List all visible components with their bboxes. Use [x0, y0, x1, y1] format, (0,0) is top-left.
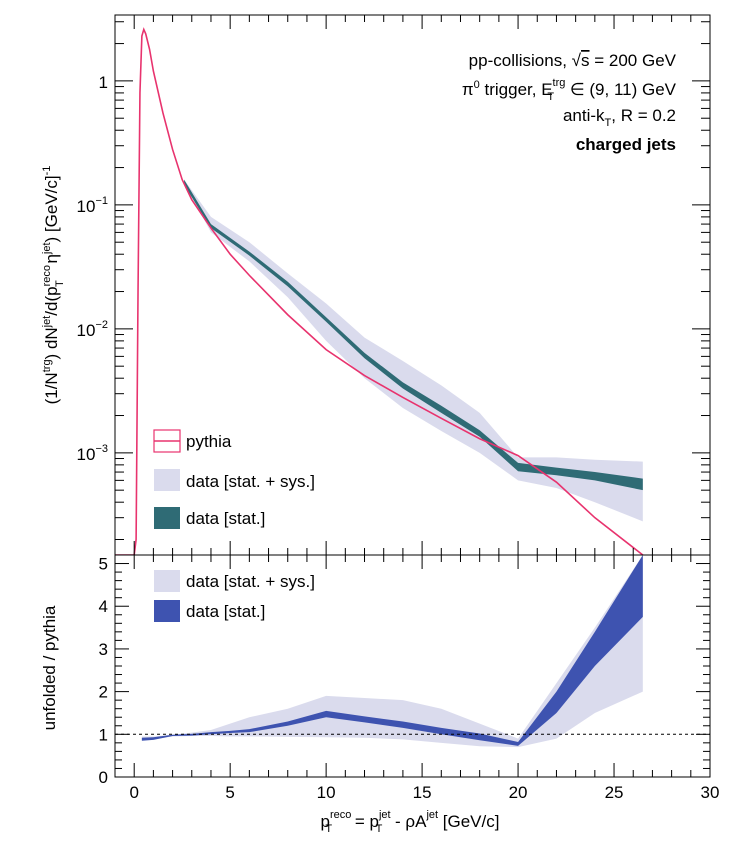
annotation-algorithm: anti-kT, R = 0.2 [563, 106, 676, 129]
top-y-tick-label: 10−2 [77, 319, 108, 340]
annotation-trigger: π0 trigger, Etrg T ∈ (9, 11) GeV [462, 77, 677, 103]
bottom-y-axis-label: unfolded / pythia [40, 605, 59, 730]
x-tick-label: 10 [317, 783, 336, 802]
top-legend: pythia data [stat. + sys.] data [stat.] [153, 429, 315, 529]
top-y-tick-label: 1 [99, 73, 108, 92]
top-panel: 1 10−1 10−2 10−3 (1/Ntrg) dNjet/d(precoT ηj… [41, 14, 711, 556]
bottom-y-tick-label: 1 [99, 725, 108, 744]
bottom-x-axis: 0 5 10 15 20 25 30 [114, 555, 720, 802]
legend-item-stat-sys: data [stat. + sys.] [154, 469, 315, 491]
top-x-ticks [114, 15, 711, 555]
x-tick-label: 5 [225, 783, 234, 802]
x-tick-label: 15 [413, 783, 432, 802]
legend-swatch-ratio-stat [154, 600, 180, 622]
x-tick-label: 25 [605, 783, 624, 802]
legend-label-ratio-stat-sys: data [stat. + sys.] [186, 572, 315, 591]
legend-label-ratio-stat: data [stat.] [186, 602, 265, 621]
top-y-axis-label: (1/Ntrg) dNjet/d(precoT ηjet) [GeV/c]-1 [41, 166, 66, 405]
line-pythia [115, 27, 644, 555]
x-tick-label: 20 [509, 783, 528, 802]
bottom-y-axis: 0 1 2 3 4 5 [99, 554, 710, 787]
legend-item-ratio-stat: data [stat.] [154, 600, 265, 622]
legend-swatch-stat [154, 507, 180, 529]
top-bands [184, 179, 643, 522]
legend-label-stat-sys: data [stat. + sys.] [186, 472, 315, 491]
top-y-tick-label: 10−1 [77, 195, 108, 216]
annotation-block: pp-collisions, √s = 200 GeV π0 trigger, … [462, 51, 677, 154]
bottom-bands [141, 555, 643, 748]
x-tick-label: 30 [701, 783, 720, 802]
bottom-y-tick-label: 0 [99, 768, 108, 787]
top-lines [115, 27, 644, 555]
top-y-axis: 1 10−1 10−2 10−3 [77, 21, 710, 541]
annotation-collision: pp-collisions, √s = 200 GeV [469, 51, 677, 70]
band-data-stat-sys [184, 179, 643, 522]
legend-swatch-ratio-stat-sys [154, 570, 180, 592]
ratio-band-data-stat-sys [141, 555, 643, 748]
legend-item-ratio-stat-sys: data [stat. + sys.] [154, 570, 315, 592]
bottom-y-tick-label: 3 [99, 640, 108, 659]
annotation-charged-jets: charged jets [576, 135, 676, 154]
legend-swatch-stat-sys [154, 469, 180, 491]
legend-item-stat: data [stat.] [154, 507, 265, 529]
bottom-y-tick-label: 5 [99, 555, 108, 574]
legend-item-pythia: pythia [153, 429, 232, 453]
bottom-panel: 0 1 2 3 4 5 0 5 10 15 20 25 30 unfolded / pythia pr… [40, 554, 720, 835]
legend-label-stat: data [stat.] [186, 509, 265, 528]
bottom-y-tick-label: 2 [99, 683, 108, 702]
bottom-legend: data [stat. + sys.] data [stat.] [154, 570, 315, 622]
legend-label-pythia: pythia [186, 432, 232, 451]
top-y-tick-label: 10−3 [77, 443, 108, 464]
x-axis-label: preco T = pjet T - ρAjet [GeV/c] [321, 809, 500, 835]
x-tick-label: 0 [129, 783, 138, 802]
bottom-y-tick-label: 4 [99, 597, 108, 616]
band-data-stat [184, 179, 643, 491]
